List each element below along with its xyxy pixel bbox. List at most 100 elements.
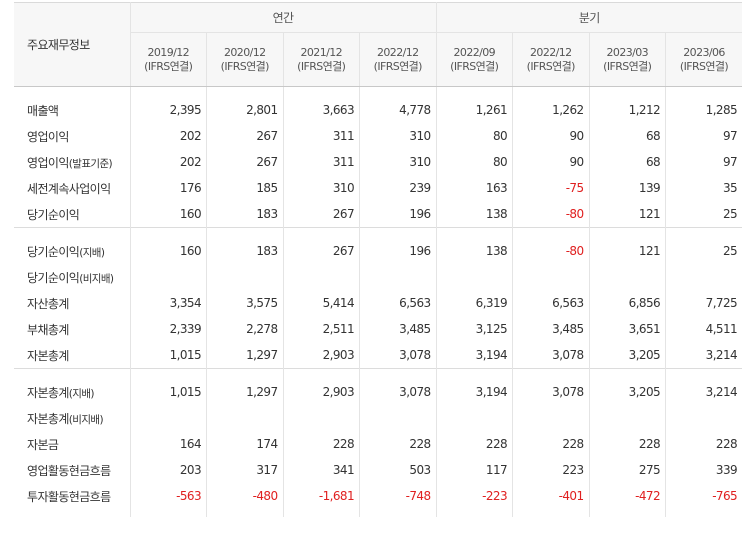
value-cell: 202 [130, 149, 207, 175]
row-label-text: 세전계속사업이익 [27, 181, 111, 196]
row-label-suffix: (비지배) [68, 413, 104, 426]
value-cell: 160 [130, 201, 207, 228]
value-cell: 3,354 [130, 290, 207, 316]
row-label: 매출액 [14, 97, 131, 123]
value-cell: 239 [359, 175, 437, 201]
value-cell: 164 [130, 431, 207, 457]
value-cell [666, 264, 743, 290]
value-cell: 228 [589, 431, 667, 457]
value-cell: 3,485 [359, 316, 437, 342]
value-cell: 228 [512, 431, 590, 457]
value-cell: 6,563 [359, 290, 437, 316]
table-row: 당기순이익(지배) 160 183 267 196 138 -80 121 25 [14, 238, 742, 264]
value-cell: 121 [589, 201, 667, 228]
value-cell: 196 [359, 238, 437, 264]
value-cell: 25 [722, 207, 738, 221]
period-basis: (IFRS연결) [297, 59, 346, 73]
value-cell: -80 [512, 238, 590, 264]
row-label-text: 투자활동현금흐름 [27, 489, 111, 504]
value-cell [359, 264, 437, 290]
value-cell: 3,214 [705, 348, 738, 362]
value-cell: 2,801 [206, 97, 284, 123]
period-header: 2023/03 (IFRS연결) [589, 32, 667, 87]
row-label-text: 당기순이익 [27, 244, 80, 259]
value-cell: 97 [722, 155, 738, 169]
value-cell: 183 [206, 201, 284, 228]
section-spacer [14, 509, 742, 517]
period-basis: (IFRS연결) [144, 59, 193, 73]
value-cell: 3,651 [589, 316, 667, 342]
period-date: 2020/12 [224, 45, 266, 59]
value-cell: 267 [283, 201, 360, 228]
value-cell: 117 [436, 457, 514, 483]
value-cell: 2,511 [283, 316, 360, 342]
value-cell [130, 405, 207, 431]
row-label-text: 자본총계 [27, 385, 69, 400]
value-cell: 35 [722, 181, 738, 195]
value-cell: 90 [512, 149, 590, 175]
row-label-text: 자본총계 [27, 411, 69, 426]
period-header: 2022/12 (IFRS연결) [512, 32, 590, 87]
value-cell: -480 [206, 483, 284, 509]
period-date: 2023/06 [683, 45, 725, 59]
row-label-text: 영업활동현금흐름 [27, 463, 111, 478]
value-cell: 1,212 [589, 97, 667, 123]
value-cell: 228 [283, 431, 360, 457]
value-cell: -765 [712, 489, 738, 503]
value-cell: 2,278 [206, 316, 284, 342]
value-cell: 185 [206, 175, 284, 201]
value-cell: -75 [512, 175, 590, 201]
value-cell: 80 [436, 123, 514, 149]
value-cell: 7,725 [705, 296, 738, 310]
value-cell: 3,485 [512, 316, 590, 342]
row-label-suffix: (지배) [68, 387, 95, 400]
value-cell: 339 [715, 463, 738, 477]
row-label: 당기순이익(지배) [14, 238, 131, 264]
table-row: 자본금 164 174 228 228 228 228 228 228 [14, 431, 742, 457]
item-header: 주요재무정보 [14, 2, 131, 87]
period-date: 2022/09 [453, 45, 496, 59]
row-label-suffix: (비지배) [79, 272, 114, 285]
value-cell: 1,297 [206, 342, 284, 369]
value-cell: 68 [589, 123, 667, 149]
row-label: 영업활동현금흐름 [14, 457, 131, 483]
value-cell: 3,205 [589, 379, 667, 405]
section-spacer [14, 86, 742, 97]
table-row: 자본총계(비지배) [14, 405, 742, 431]
table-row: 자본총계 1,015 1,297 2,903 3,078 3,194 3,078 3,205 3… [14, 342, 742, 369]
row-label-text: 부채총계 [27, 322, 69, 337]
table-row: 자본총계(지배) 1,015 1,297 2,903 3,078 3,194 3,078 3,… [14, 379, 742, 405]
value-cell: -401 [512, 483, 590, 509]
value-cell: 3,663 [283, 97, 360, 123]
row-label: 자본총계 [14, 342, 131, 369]
value-cell [359, 405, 437, 431]
value-cell: 174 [206, 431, 284, 457]
value-cell: 25 [722, 244, 738, 258]
value-cell: -80 [512, 201, 590, 228]
row-label: 투자활동현금흐름 [14, 483, 131, 509]
value-cell: 2,903 [283, 379, 360, 405]
row-label: 자산총계 [14, 290, 131, 316]
value-cell: 3,194 [436, 379, 514, 405]
value-cell: 311 [283, 123, 360, 149]
value-cell: 228 [359, 431, 437, 457]
value-cell: 1,297 [206, 379, 284, 405]
row-label-text: 당기순이익 [27, 270, 80, 285]
period-basis: (IFRS연결) [679, 59, 729, 73]
value-cell: 310 [359, 149, 437, 175]
section-spacer [14, 368, 743, 379]
financial-summary-table: 주요재무정보 연간 분기 2019/12 (IFRS연결) 2020/12 (IFRS… [14, 2, 743, 517]
value-cell: 6,563 [512, 290, 590, 316]
value-cell: 1,261 [436, 97, 514, 123]
value-cell [436, 405, 514, 431]
row-label-text: 매출액 [27, 103, 59, 118]
table-row: 영업이익(발표기준) 202 267 311 310 80 90 68 97 [14, 149, 742, 175]
value-cell [283, 264, 360, 290]
period-date: 2022/12 [377, 45, 419, 59]
row-label-suffix: (발표기준) [68, 157, 113, 170]
value-cell: 310 [283, 175, 360, 201]
table-row: 부채총계 2,339 2,278 2,511 3,485 3,125 3,485 3,651 4… [14, 316, 742, 342]
value-cell: -472 [589, 483, 667, 509]
value-cell: 3,194 [436, 342, 514, 369]
row-label-text: 당기순이익 [27, 207, 80, 222]
